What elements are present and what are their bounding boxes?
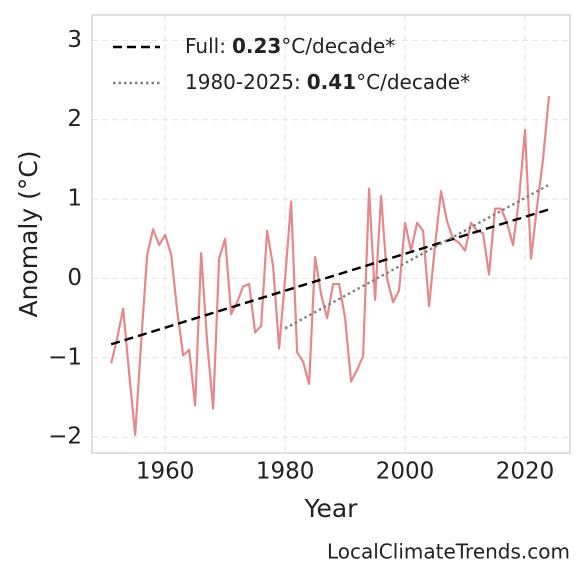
legend-label: 1980-2025: 0.41°C/decade* [185, 70, 470, 94]
y-tick-label: −2 [48, 424, 82, 450]
y-tick-label: 2 [67, 106, 82, 132]
plot-frame [91, 14, 571, 454]
footer: LocalClimateTrends.com [327, 540, 570, 564]
legend-name: 1980-2025: [185, 70, 301, 94]
y-tick-label: 1 [67, 186, 82, 212]
x-tick-label: 2000 [376, 459, 435, 485]
grid [92, 15, 570, 453]
trend-line [284, 183, 550, 330]
y-tick-label: 3 [67, 27, 82, 53]
x-tick-label: 1960 [136, 459, 195, 485]
y-tick-label: 0 [67, 265, 82, 291]
legend-trend: 0.41 [307, 70, 356, 94]
legend-unit: °C/decade* [356, 70, 470, 94]
legend-unit: °C/decade* [281, 34, 395, 58]
y-axis-label: Anomaly (°C) [14, 150, 43, 317]
x-tick-label: 2020 [496, 459, 555, 485]
y-tick-label: −1 [48, 344, 82, 370]
legend-label: Full: 0.23°C/decade* [185, 34, 395, 58]
legend-trend: 0.23 [232, 34, 281, 58]
x-tick-label: 1980 [256, 459, 315, 485]
trend-line [110, 208, 550, 346]
x-axis-label: Year [304, 494, 359, 523]
data-line [110, 95, 551, 436]
legend-name: Full: [185, 34, 226, 58]
